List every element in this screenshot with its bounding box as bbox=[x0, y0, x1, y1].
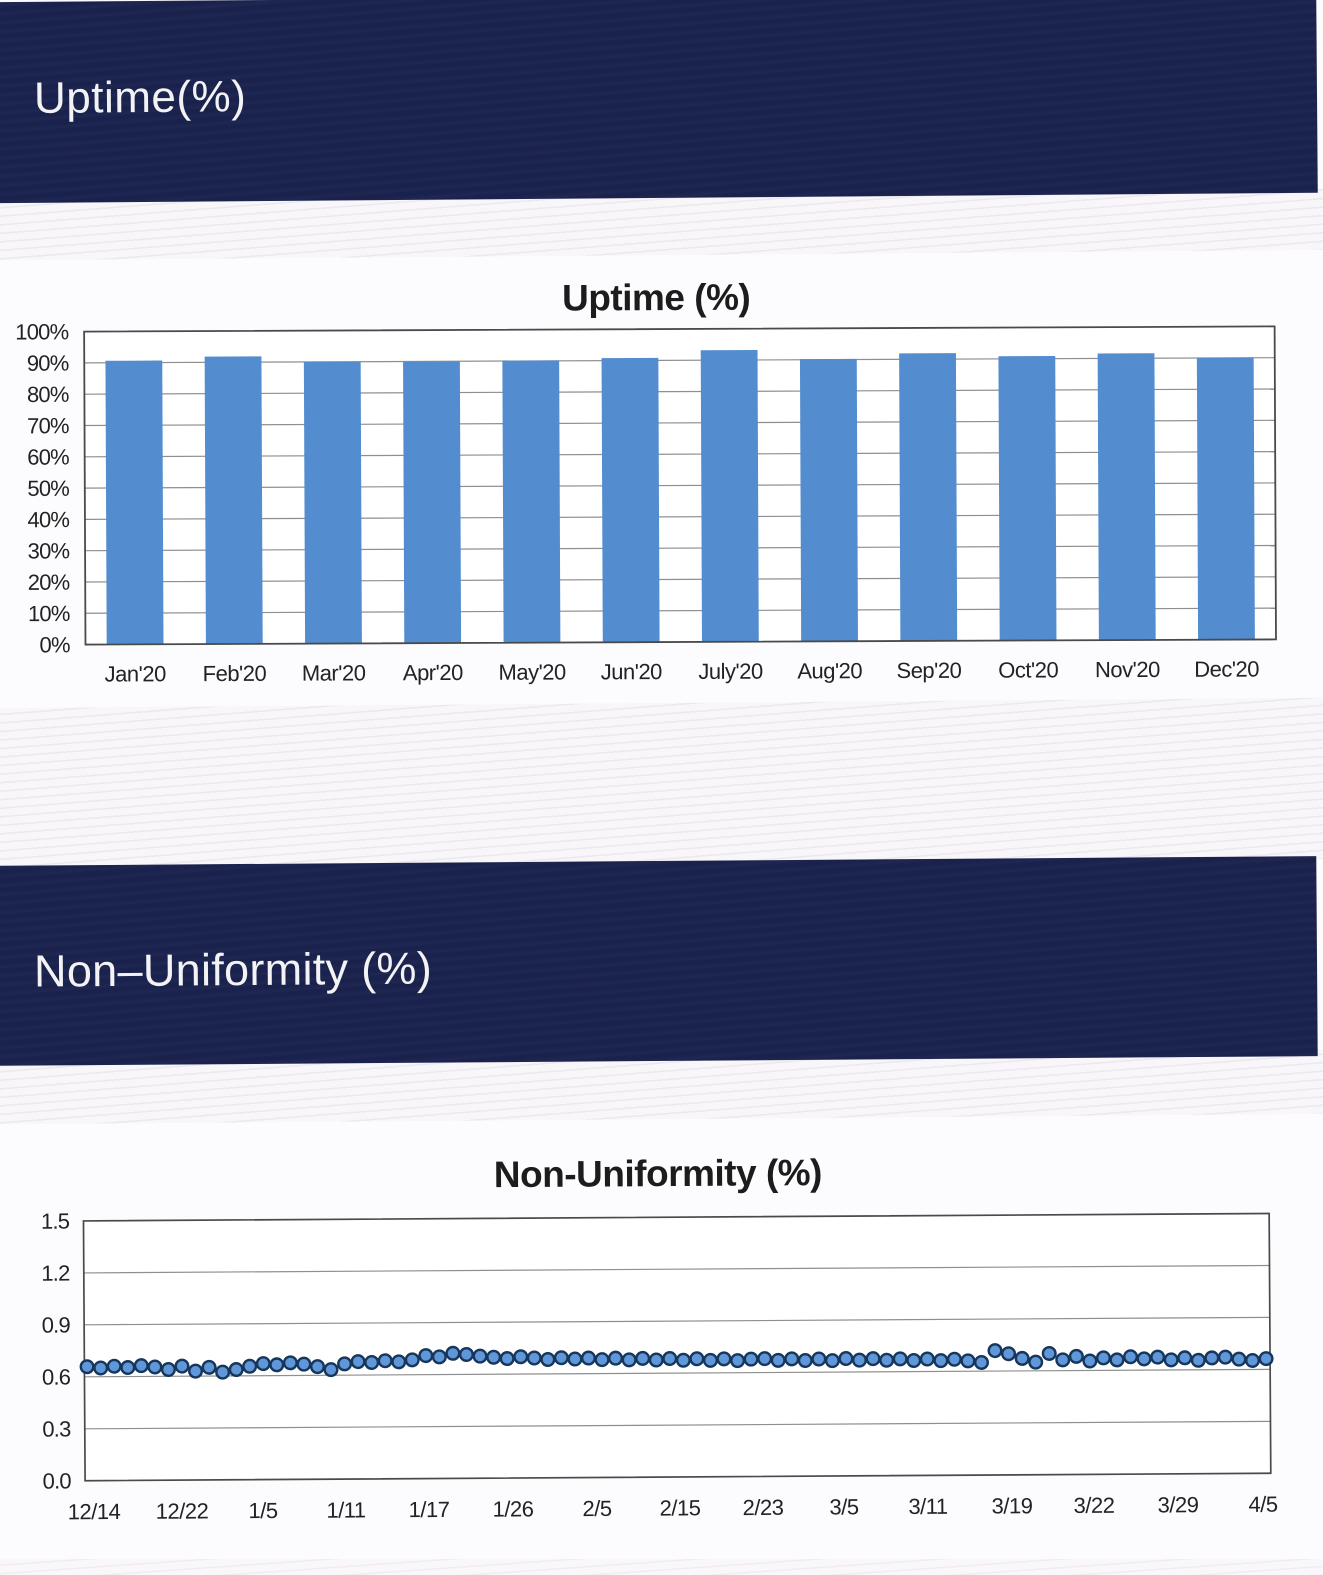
svg-text:1.2: 1.2 bbox=[41, 1261, 70, 1286]
svg-text:2/15: 2/15 bbox=[660, 1495, 701, 1520]
svg-text:3/29: 3/29 bbox=[1157, 1492, 1198, 1517]
svg-text:1/11: 1/11 bbox=[326, 1497, 366, 1522]
svg-text:Jun'20: Jun'20 bbox=[601, 659, 663, 684]
svg-text:3/11: 3/11 bbox=[908, 1494, 948, 1519]
svg-text:3/19: 3/19 bbox=[991, 1493, 1032, 1518]
svg-text:1/26: 1/26 bbox=[493, 1496, 534, 1521]
svg-text:1/17: 1/17 bbox=[409, 1497, 450, 1522]
svg-text:Non-Uniformity (%): Non-Uniformity (%) bbox=[494, 1152, 822, 1195]
svg-text:July'20: July'20 bbox=[698, 659, 763, 684]
svg-text:30%: 30% bbox=[28, 538, 70, 563]
svg-text:0.9: 0.9 bbox=[42, 1312, 71, 1337]
svg-text:3/5: 3/5 bbox=[829, 1494, 859, 1519]
svg-text:2/5: 2/5 bbox=[582, 1496, 612, 1521]
svg-text:Apr'20: Apr'20 bbox=[403, 660, 463, 685]
svg-text:Feb'20: Feb'20 bbox=[203, 661, 267, 686]
svg-text:Uptime (%): Uptime (%) bbox=[562, 277, 750, 319]
svg-text:Oct'20: Oct'20 bbox=[998, 657, 1058, 682]
svg-text:Mar'20: Mar'20 bbox=[302, 660, 366, 685]
svg-text:Jan'20: Jan'20 bbox=[105, 661, 167, 686]
svg-text:80%: 80% bbox=[27, 382, 69, 407]
svg-text:Dec'20: Dec'20 bbox=[1194, 656, 1259, 681]
svg-text:70%: 70% bbox=[27, 413, 69, 438]
svg-text:50%: 50% bbox=[27, 476, 69, 501]
svg-text:60%: 60% bbox=[27, 444, 69, 469]
svg-text:4/5: 4/5 bbox=[1248, 1492, 1278, 1517]
svg-text:2/23: 2/23 bbox=[742, 1495, 783, 1520]
svg-text:12/22: 12/22 bbox=[156, 1498, 209, 1523]
svg-text:0.3: 0.3 bbox=[42, 1416, 71, 1441]
svg-text:10%: 10% bbox=[28, 601, 70, 626]
svg-text:Sep'20: Sep'20 bbox=[896, 658, 961, 683]
svg-text:May'20: May'20 bbox=[498, 659, 566, 684]
svg-text:0%: 0% bbox=[39, 632, 70, 657]
svg-text:0.0: 0.0 bbox=[43, 1468, 72, 1493]
svg-text:12/14: 12/14 bbox=[68, 1499, 121, 1524]
svg-text:1.5: 1.5 bbox=[41, 1209, 70, 1234]
svg-text:Nov'20: Nov'20 bbox=[1095, 657, 1160, 682]
svg-text:100%: 100% bbox=[15, 319, 68, 344]
svg-text:0.6: 0.6 bbox=[42, 1364, 71, 1389]
svg-text:20%: 20% bbox=[28, 570, 70, 595]
svg-text:40%: 40% bbox=[27, 507, 69, 532]
svg-text:3/22: 3/22 bbox=[1073, 1493, 1114, 1518]
svg-text:90%: 90% bbox=[27, 351, 69, 376]
svg-text:1/5: 1/5 bbox=[248, 1498, 278, 1523]
svg-text:Aug'20: Aug'20 bbox=[797, 658, 862, 683]
